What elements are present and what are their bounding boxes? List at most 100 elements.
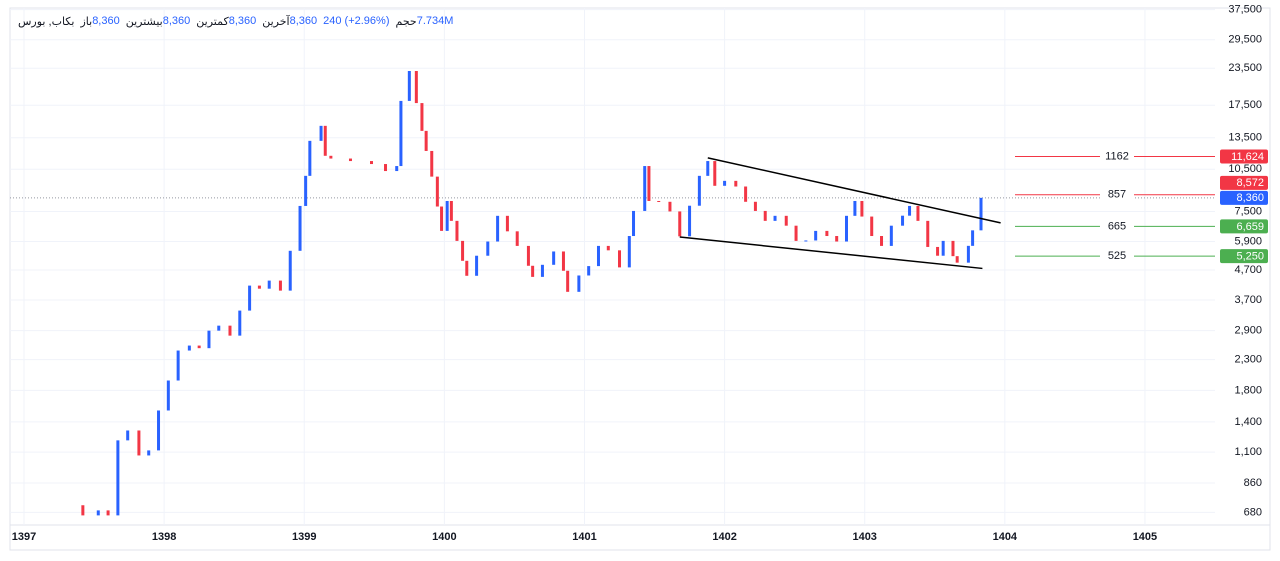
candle-body xyxy=(853,200,857,216)
candle-body xyxy=(979,197,983,231)
x-tick-label: 1405 xyxy=(1133,531,1157,543)
field-value: 8,360 xyxy=(162,15,191,27)
level-name: 525 xyxy=(1108,250,1126,262)
field-value: 8,360 xyxy=(92,15,120,27)
candle-body xyxy=(455,220,459,241)
candle-body xyxy=(126,430,130,441)
candle-body xyxy=(197,345,201,349)
candle-body xyxy=(81,505,85,516)
candle-body xyxy=(465,260,469,276)
candle-body xyxy=(784,215,788,226)
candle-body xyxy=(137,430,141,456)
price-badge xyxy=(1220,149,1268,164)
candle-body xyxy=(384,164,388,172)
candle-body xyxy=(116,440,120,516)
candle-body xyxy=(329,155,333,159)
x-tick-label: 1400 xyxy=(432,531,456,543)
candle-body xyxy=(627,236,631,268)
header: بکاب, بورس باز 8,360 بیشترین 8,360 کمترین 8,3… xyxy=(18,15,453,28)
candle-body xyxy=(936,246,940,256)
candle-body xyxy=(176,350,180,381)
candle-body xyxy=(96,510,100,516)
candle-body xyxy=(278,280,282,291)
candle-body xyxy=(966,245,970,263)
candle-body xyxy=(207,330,211,349)
candle-body xyxy=(348,158,352,162)
candle-body xyxy=(435,176,439,207)
candle-body xyxy=(713,161,717,186)
candle-body xyxy=(566,270,570,292)
price-badge-label: 6,659 xyxy=(1236,221,1264,233)
price-badge-label: 11,624 xyxy=(1231,151,1264,163)
field-label: آخرین xyxy=(262,16,290,28)
candle-body xyxy=(734,180,738,187)
level-label-bg xyxy=(1100,219,1134,234)
candle-body xyxy=(540,264,544,277)
candle-body xyxy=(166,380,170,411)
candle-body xyxy=(531,265,535,277)
candle-body xyxy=(773,215,777,221)
price-badge xyxy=(1220,219,1268,234)
candle-body xyxy=(870,216,874,237)
price-badge xyxy=(1220,190,1268,205)
candle-body xyxy=(835,236,839,242)
candle-body xyxy=(744,186,748,202)
field-value: 8,360 xyxy=(228,15,257,27)
candle-body xyxy=(889,225,893,246)
candle-body xyxy=(657,200,661,202)
y-tick-label: 7,500 xyxy=(1234,205,1262,217)
level-label-bg xyxy=(1100,249,1134,264)
candle-body xyxy=(228,325,232,336)
candle-body xyxy=(632,210,636,237)
price-badge-label: 5,250 xyxy=(1236,251,1264,263)
candle-body xyxy=(552,251,556,265)
y-tick-label: 13,500 xyxy=(1228,132,1262,144)
candle-body xyxy=(440,206,444,231)
candle-body xyxy=(370,161,373,165)
candle-body xyxy=(723,180,727,186)
candle-body xyxy=(157,410,161,451)
level-label-bg xyxy=(1100,149,1134,164)
level-label-bg xyxy=(1100,187,1134,202)
candle-body xyxy=(526,245,530,266)
candle-body xyxy=(678,211,682,237)
candle-body xyxy=(880,236,884,246)
candle-body xyxy=(187,345,191,351)
candle-body xyxy=(298,205,302,251)
candle-body xyxy=(577,275,581,292)
price-badge xyxy=(1220,175,1268,190)
candle-body xyxy=(399,100,403,167)
candle-body xyxy=(814,230,818,241)
candle-body xyxy=(288,250,292,291)
candle-body xyxy=(844,215,848,242)
candle-body xyxy=(794,225,798,241)
field-label: باز xyxy=(80,16,93,28)
y-tick-label: 23,500 xyxy=(1228,62,1262,74)
candle-body xyxy=(414,71,418,104)
candle-body xyxy=(860,200,864,217)
candle-body xyxy=(951,240,955,257)
candle-body xyxy=(395,166,399,172)
candle-body xyxy=(763,210,767,221)
candle-body xyxy=(606,245,610,251)
level-name: 857 xyxy=(1108,189,1126,201)
volume-label: حجم xyxy=(395,16,417,28)
x-tick-label: 1403 xyxy=(852,531,876,543)
candle-body xyxy=(238,310,242,336)
x-tick-label: 1404 xyxy=(993,531,1018,543)
candle-body xyxy=(618,250,622,268)
candle-body xyxy=(304,175,308,206)
y-tick-label: 10,500 xyxy=(1228,163,1262,175)
candle-body xyxy=(445,200,449,231)
y-tick-label: 37,500 xyxy=(1228,4,1262,16)
candle-body xyxy=(323,125,327,156)
candle-body xyxy=(926,220,930,247)
candle-body xyxy=(825,230,829,237)
change: 240 (+2.96%) xyxy=(323,15,390,27)
x-tick-label: 1397 xyxy=(12,531,36,543)
price-badge-label: 8,572 xyxy=(1236,177,1264,189)
y-tick-label: 2,900 xyxy=(1234,324,1262,336)
field-label: کمترین xyxy=(196,16,229,28)
candle-body xyxy=(941,240,945,256)
